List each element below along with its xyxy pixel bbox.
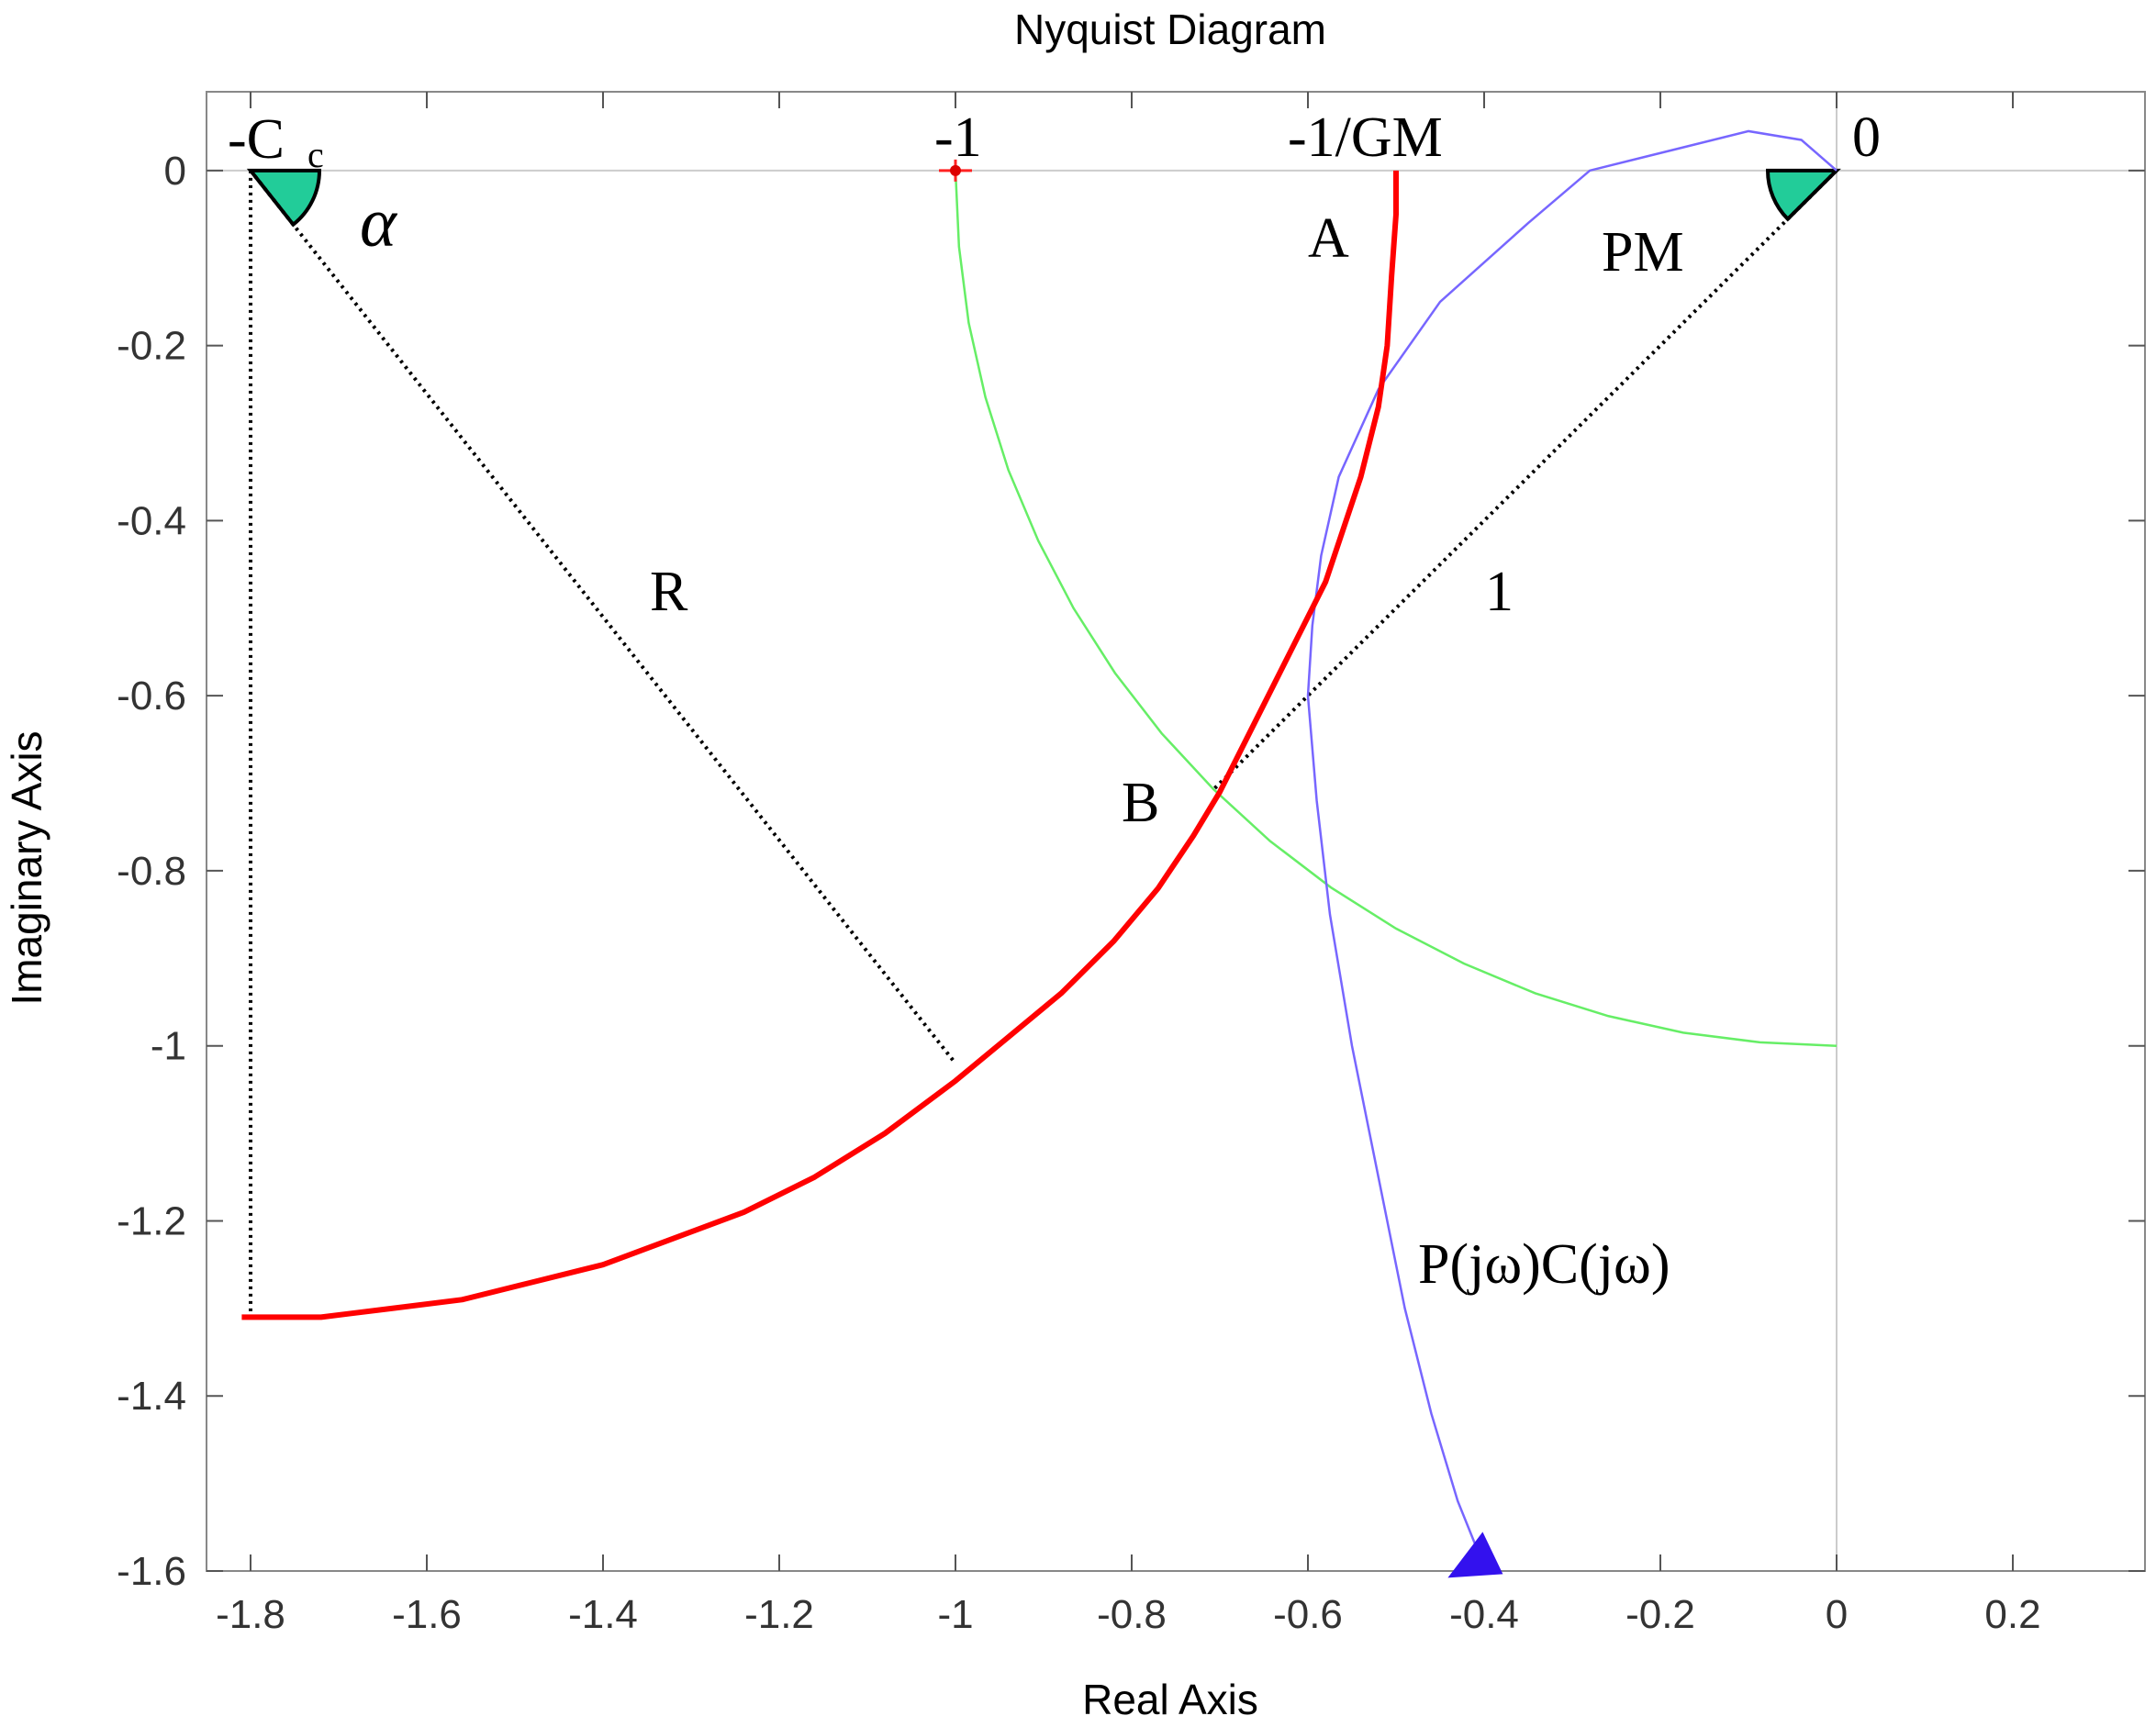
unit-circle-curve bbox=[954, 170, 1838, 1047]
x-tick-label: -0.8 bbox=[1097, 1592, 1167, 1637]
x-tick-label: -1.2 bbox=[744, 1592, 814, 1637]
alpha-angle-wedge bbox=[246, 168, 322, 228]
radius-r-line bbox=[249, 169, 957, 1065]
annotation-pc: P(jω)C(jω) bbox=[1418, 1233, 1670, 1296]
annotation-gm: -1/GM bbox=[1288, 106, 1443, 169]
y-ticks: 0 -0.2 -0.4 -0.6 -0.8 -1 -1.2 -1.4 -1.6 bbox=[117, 149, 2145, 1594]
critical-locus-curve bbox=[241, 170, 1399, 1320]
x-tick-label: -1.6 bbox=[392, 1592, 462, 1637]
annotation-cc-subscript: c bbox=[307, 134, 324, 175]
chart-title: Nyquist Diagram bbox=[1014, 6, 1326, 53]
plot-frame bbox=[206, 91, 2146, 1572]
y-tick-label: -1 bbox=[151, 1024, 186, 1069]
x-tick-label: -0.2 bbox=[1625, 1592, 1695, 1637]
y-tick-label: -1.2 bbox=[117, 1198, 186, 1243]
annotation-zero: 0 bbox=[1852, 106, 1881, 169]
annotation-alpha: α bbox=[360, 184, 398, 262]
annotation-b: B bbox=[1122, 772, 1159, 834]
y-tick-label: -0.2 bbox=[117, 324, 186, 369]
y-tick-label: -1.4 bbox=[117, 1374, 186, 1419]
annotation-r: R bbox=[650, 561, 688, 623]
nyquist-curve bbox=[1306, 129, 1838, 1545]
x-tick-label: 0 bbox=[1826, 1592, 1848, 1637]
x-tick-label: 0.2 bbox=[1984, 1592, 2040, 1637]
x-tick-label: -0.4 bbox=[1449, 1592, 1519, 1637]
y-axis-label: Imaginary Axis bbox=[3, 730, 50, 1005]
x-tick-label: -1.4 bbox=[568, 1592, 638, 1637]
annotation-unit-radius: 1 bbox=[1485, 561, 1514, 623]
critical-point-dot bbox=[950, 164, 961, 176]
annotation-pm: PM bbox=[1602, 221, 1684, 284]
y-tick-label: -1.6 bbox=[117, 1549, 186, 1594]
x-tick-label: -1 bbox=[937, 1592, 973, 1637]
y-tick-label: -0.4 bbox=[117, 498, 186, 543]
x-tick-label: -1.8 bbox=[216, 1592, 285, 1637]
nyquist-arrow bbox=[1447, 1532, 1503, 1578]
annotation-minus-one: -1 bbox=[934, 106, 982, 169]
critical-point-marker bbox=[939, 159, 972, 182]
x-tick-label: -0.6 bbox=[1273, 1592, 1343, 1637]
y-tick-label: -0.8 bbox=[117, 849, 186, 894]
y-tick-label: 0 bbox=[164, 149, 186, 194]
x-ticks: -1.8 -1.6 -1.4 -1.2 -1 -0.8 -0.6 -0.4 -0.2 0 0.2 bbox=[216, 92, 2041, 1637]
annotation-cc: -C bbox=[228, 108, 285, 171]
y-tick-label: -0.6 bbox=[117, 674, 186, 719]
annotation-a: A bbox=[1308, 207, 1349, 270]
x-axis-label: Real Axis bbox=[1082, 1676, 1258, 1723]
pm-angle-wedge bbox=[1765, 168, 1841, 222]
